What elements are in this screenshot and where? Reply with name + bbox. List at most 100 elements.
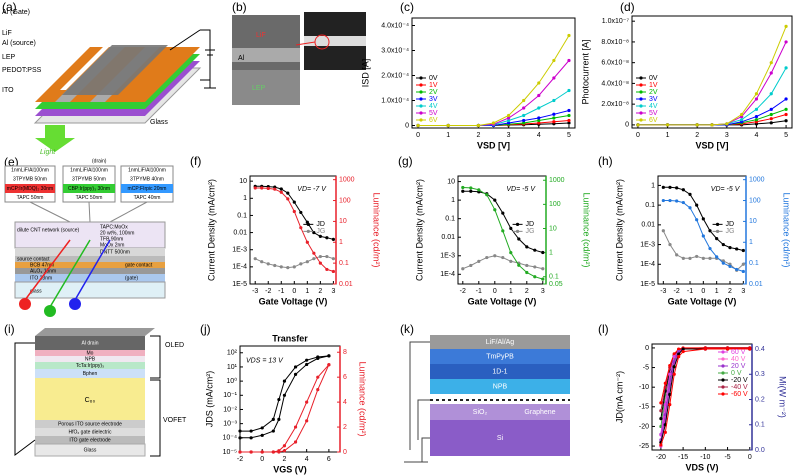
layer-label: Al drain	[82, 340, 99, 346]
y-tick-label: -5	[643, 364, 649, 371]
data-point	[238, 450, 242, 454]
x-tick-label: 5	[784, 132, 788, 139]
y-axis-label: JD(mA cm⁻²)	[614, 371, 624, 423]
y2-tick-label: 0.01	[339, 281, 353, 288]
data-point	[710, 123, 714, 127]
data-point	[327, 363, 331, 367]
data-point	[663, 402, 667, 407]
data-point	[659, 409, 663, 413]
bracket	[150, 335, 161, 379]
data-point	[735, 247, 739, 251]
y-tick-label: 1E-4	[640, 261, 655, 268]
emission-burst	[69, 298, 81, 310]
x-tick-label: 2	[318, 288, 322, 295]
data-point	[672, 355, 676, 359]
y-axis-label: Current Density (mA/cm²)	[414, 179, 424, 281]
legend-label: 5V	[649, 110, 658, 117]
y2-tick-label: 0.1	[749, 260, 759, 267]
panel-b: (b) LiF Al LEP	[232, 0, 366, 105]
top-face	[35, 328, 155, 336]
al-drain	[35, 336, 145, 350]
legend-label: JG	[316, 228, 325, 235]
y-tick-label: 2.0x10⁻⁸	[601, 101, 629, 108]
plot-frame	[411, 17, 576, 129]
y-tick-label: 10²	[227, 350, 238, 357]
y2-tick-label: 0.1	[549, 274, 559, 281]
data-point	[446, 123, 450, 128]
y-tick-label: 1E-3	[232, 247, 247, 254]
legend-label: 20 V	[731, 363, 746, 370]
y2-tick-label: 1	[749, 239, 753, 246]
layer-label: Graphene	[524, 409, 555, 416]
x-axis-label: VGS (V)	[273, 464, 307, 474]
legend-marker	[715, 222, 720, 226]
npb-layer	[35, 356, 145, 362]
data-point	[277, 397, 281, 402]
x-tick-label: 1	[305, 288, 309, 295]
data-point	[537, 106, 541, 110]
x-tick-label: 4	[754, 132, 758, 139]
data-point	[721, 261, 725, 265]
x-tick-label: -1	[687, 288, 693, 295]
x-tick-label: 2	[282, 456, 286, 463]
data-point	[485, 193, 489, 197]
data-point	[748, 347, 752, 351]
x-tick-label: 2	[695, 132, 699, 139]
y2-tick-label: 0.3	[755, 371, 765, 378]
data-point	[769, 92, 773, 96]
x-tick-label: 5	[567, 132, 571, 139]
emitter-blue	[121, 184, 173, 193]
legend-label: 0V	[649, 75, 658, 82]
layer-label: DNTT 500nm	[100, 249, 130, 255]
y-axis-label: ISD [A]	[360, 59, 370, 88]
data-point	[305, 358, 309, 362]
data-point	[316, 355, 320, 359]
x-tick-label: -20	[656, 454, 666, 461]
data-point	[249, 436, 253, 440]
data-point	[567, 108, 571, 113]
data-point	[665, 123, 670, 127]
x-tick-label: 0	[493, 288, 497, 295]
data-point	[721, 259, 725, 263]
bracket	[150, 379, 161, 457]
legend-marker	[419, 90, 423, 94]
data-point	[533, 248, 537, 252]
x-tick-label: -5	[724, 454, 730, 461]
emission-burst	[19, 298, 31, 310]
legend-label: 1V	[649, 82, 658, 89]
legend-marker	[419, 76, 423, 80]
legend-label: -40 V	[731, 384, 748, 391]
layer-label: source contact	[17, 256, 50, 262]
y2-tick-label: 4	[343, 399, 347, 406]
panel-label: (l)	[598, 322, 609, 336]
circuit	[409, 341, 430, 450]
y-tick-label: 10⁻³	[223, 420, 237, 427]
y-tick-label: 0	[625, 122, 629, 129]
data-point	[325, 236, 329, 240]
data-point	[318, 261, 322, 265]
legend-marker	[515, 229, 520, 233]
legend-marker	[639, 111, 643, 115]
data-point	[708, 229, 712, 233]
y-tick-label: 0	[645, 345, 649, 352]
y-tick-label: 1	[651, 182, 655, 189]
data-point	[552, 76, 556, 80]
data-point	[688, 192, 692, 196]
data-point	[517, 237, 521, 241]
panel-a: (a) Al (Gate) LiF Al (source) LEP PEDOT:…	[2, 0, 216, 156]
x-tick-label: -2	[674, 288, 680, 295]
al-gate	[62, 45, 168, 95]
data-point	[677, 355, 681, 359]
data-point	[493, 208, 497, 212]
data-point	[316, 375, 320, 379]
y2-tick-label: 6	[343, 374, 347, 381]
plot-frame	[631, 15, 793, 129]
layer-label: TcTa:Ir(ppy)₃	[76, 363, 104, 369]
data-point	[636, 123, 640, 127]
data-point	[552, 58, 556, 63]
data-point	[279, 187, 283, 191]
y-tick-label: 1.0x10⁻⁴	[381, 97, 409, 104]
cathode-layer	[430, 335, 570, 349]
data-point	[537, 121, 541, 125]
data-point	[741, 262, 745, 266]
